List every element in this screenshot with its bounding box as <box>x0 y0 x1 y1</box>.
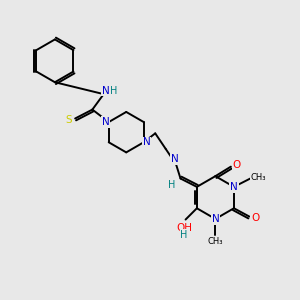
Text: N: N <box>102 85 110 96</box>
Text: N: N <box>230 182 238 192</box>
Text: H: H <box>169 180 176 190</box>
Text: N: N <box>212 214 219 224</box>
Text: O: O <box>251 213 260 223</box>
Text: O: O <box>233 160 241 170</box>
Text: CH₃: CH₃ <box>251 172 266 182</box>
Text: N: N <box>102 117 110 127</box>
Text: N: N <box>143 137 151 147</box>
Text: H: H <box>180 230 188 240</box>
Text: CH₃: CH₃ <box>208 237 223 246</box>
Text: N: N <box>171 154 178 164</box>
Text: OH: OH <box>176 223 192 233</box>
Text: H: H <box>110 85 118 96</box>
Text: S: S <box>65 115 72 125</box>
